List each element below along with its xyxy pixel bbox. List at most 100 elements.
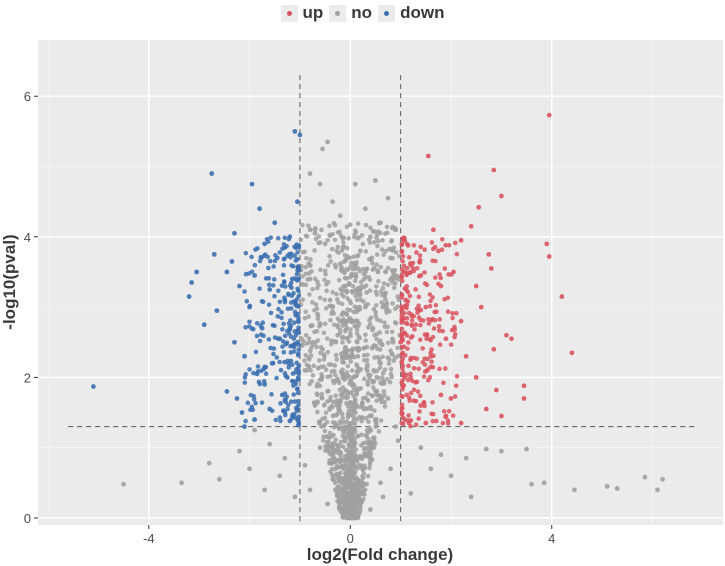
point-no-bg xyxy=(353,271,359,277)
point-up-bg xyxy=(399,412,405,417)
point-no-bg xyxy=(348,439,354,445)
point-no-bg xyxy=(350,283,356,289)
point-no-bg xyxy=(374,398,380,404)
point-down-bg xyxy=(251,370,256,376)
point-no-bg xyxy=(374,392,379,397)
legend-dot-up-icon xyxy=(286,10,292,16)
point-up-bg xyxy=(446,408,452,414)
point-down-43 xyxy=(287,418,293,424)
point-down-bg xyxy=(281,279,287,284)
point-no-17 xyxy=(332,262,338,268)
point-down-bg xyxy=(278,418,283,424)
point-up-bg xyxy=(454,251,460,257)
point-no-bg xyxy=(300,274,305,279)
point-no-16 xyxy=(388,255,393,261)
point-down-25 xyxy=(201,322,207,328)
point-no-bg xyxy=(303,332,309,338)
point-up-bg xyxy=(437,317,443,322)
point-no-bg xyxy=(365,445,371,451)
point-up-22 xyxy=(458,318,464,324)
point-down-bg xyxy=(271,346,277,351)
point-no-bg xyxy=(393,320,399,326)
point-no-bg xyxy=(317,358,322,363)
point-up-bg xyxy=(430,316,435,322)
point-no-bg xyxy=(327,253,332,259)
point-no-bg xyxy=(344,224,350,230)
point-no-33 xyxy=(340,374,346,380)
point-no-bg xyxy=(352,470,357,476)
point-down-bg xyxy=(244,298,250,304)
point-down-bg xyxy=(294,242,300,247)
point-down-bg xyxy=(296,347,302,352)
point-up-bg xyxy=(448,342,454,347)
point-no-bg xyxy=(306,364,312,369)
point-no-bg xyxy=(367,322,373,327)
point-no-bg xyxy=(374,421,379,427)
point-no-bg xyxy=(386,361,392,366)
point-up-bg xyxy=(430,295,435,300)
point-no-bg xyxy=(348,359,354,364)
point-down-bg xyxy=(265,239,271,245)
point-no-bg xyxy=(345,267,351,272)
point-no-bg xyxy=(351,261,357,266)
point-down-bg xyxy=(295,317,301,323)
y-tick-label-1: 2 xyxy=(24,370,31,385)
point-no-bg xyxy=(354,339,360,344)
point-up-13 xyxy=(408,262,414,268)
point-down-bg xyxy=(279,315,284,321)
point-no-42 xyxy=(252,427,257,433)
point-down-33 xyxy=(284,374,290,380)
point-up-bg xyxy=(427,336,433,342)
point-down-bg xyxy=(248,392,254,398)
point-no-bg xyxy=(306,223,311,228)
point-no-bg xyxy=(360,467,365,472)
point-no-bg xyxy=(370,267,376,272)
point-up-bg xyxy=(450,310,455,316)
point-no-39 xyxy=(373,417,378,422)
point-no-19 xyxy=(307,276,313,282)
point-down-bg xyxy=(254,333,260,339)
point-down-bg xyxy=(277,250,283,255)
point-no-bg xyxy=(392,306,398,311)
point-down-bg xyxy=(295,422,301,428)
point-no-77 xyxy=(307,487,313,493)
point-up-bg xyxy=(417,253,423,258)
point-down-bg xyxy=(280,339,286,344)
point-down-bg xyxy=(278,401,283,406)
point-up-bg xyxy=(415,310,420,315)
point-no-bg xyxy=(328,362,334,367)
point-no-bg xyxy=(339,288,345,293)
point-up-bg xyxy=(446,242,452,248)
point-no-3 xyxy=(317,181,323,187)
point-no-bg xyxy=(367,317,372,323)
point-no-bg xyxy=(335,229,341,235)
point-down-bg xyxy=(254,320,260,326)
point-no-bg xyxy=(396,253,402,259)
point-no-bg xyxy=(357,287,363,293)
point-no-bg xyxy=(343,447,349,453)
point-up-bg xyxy=(408,335,414,340)
plot-panel xyxy=(38,40,723,525)
point-up-39 xyxy=(418,403,424,408)
point-no-bg xyxy=(344,509,350,515)
point-no-59 xyxy=(428,466,434,472)
point-up-bg xyxy=(433,302,439,308)
point-no-bg xyxy=(380,354,385,360)
point-up-bg xyxy=(452,394,458,399)
point-up-bg xyxy=(406,340,411,345)
point-up-34 xyxy=(521,383,527,389)
point-up-bg xyxy=(407,293,413,299)
point-no-bg xyxy=(319,374,325,379)
point-down-bg xyxy=(261,366,267,372)
point-up-bg xyxy=(400,394,405,399)
point-no-bg xyxy=(342,462,347,468)
point-up-bg xyxy=(411,243,417,248)
point-no-bg xyxy=(306,261,311,266)
point-no-bg xyxy=(380,370,386,376)
point-down-bg xyxy=(294,271,300,277)
point-up-bg xyxy=(443,366,448,371)
point-no-bg xyxy=(326,444,331,450)
point-down-26 xyxy=(259,325,265,331)
point-no-bg xyxy=(383,269,388,274)
point-down-bg xyxy=(286,402,291,408)
